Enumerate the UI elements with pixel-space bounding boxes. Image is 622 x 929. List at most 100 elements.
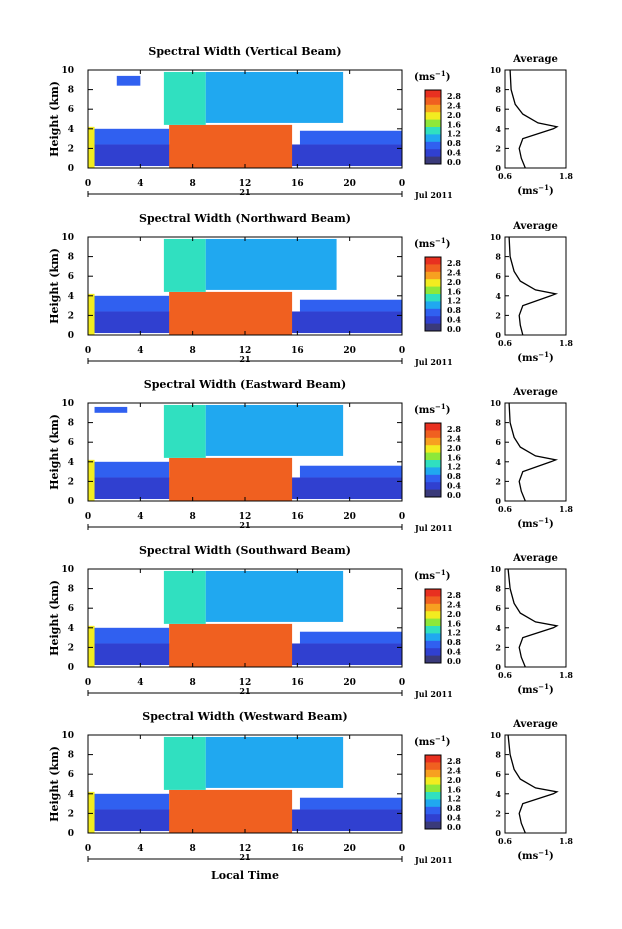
colorbar-tick-label: 2.4	[447, 599, 461, 609]
average-x-tick-label: 1.8	[559, 338, 573, 348]
x-tick-label: 8	[190, 179, 196, 189]
average-y-tick-label: 10	[490, 564, 502, 574]
average-title: Average	[512, 719, 558, 730]
month-label: Jul 2011	[414, 190, 453, 200]
colorbar-unit-main: (ms	[414, 737, 435, 748]
y-axis-label: Height (km)	[48, 746, 61, 822]
y-tick-label: 10	[61, 731, 74, 741]
x-tick-label: 16	[291, 512, 304, 522]
x-tick-label: 4	[137, 512, 143, 522]
colorbar-swatch	[425, 489, 441, 498]
colorbar-tick-label: 2.4	[447, 100, 461, 110]
colorbar-swatch	[425, 90, 441, 98]
average-frame	[504, 69, 567, 169]
average-profile-line	[508, 236, 559, 336]
y-tick-label: 4	[68, 624, 74, 634]
average-y-tick-label: 0	[495, 662, 501, 672]
heatmap-cell	[88, 459, 95, 501]
colorbar-unit-exp: −1	[435, 402, 446, 411]
average-x-tick-label: 0.6	[498, 670, 512, 680]
colorbar-swatch	[425, 301, 441, 310]
colorbar-tick-label: 0.4	[447, 813, 461, 823]
heatmap-cell	[88, 625, 95, 667]
x-tick-label: 16	[291, 844, 304, 854]
colorbar-tick-label: 0.8	[447, 637, 461, 647]
colorbar-swatch	[425, 633, 441, 642]
panel-title: Spectral Width (Southward Beam)	[139, 544, 351, 557]
colorbar-unit: (ms−1)	[414, 236, 450, 250]
colorbar-swatch	[425, 119, 441, 128]
colorbar-unit-close: )	[446, 737, 451, 748]
heatmap-cell	[299, 130, 402, 145]
colorbar-unit-exp: −1	[435, 734, 446, 743]
y-tick-label: 6	[68, 604, 74, 614]
colorbar-tick-label: 0.0	[447, 822, 461, 832]
panel-5: Spectral Width (Westward Beam)0246810Hei…	[48, 710, 573, 865]
heatmap-cell	[205, 404, 344, 456]
heatmap-cell	[163, 238, 206, 292]
x-axis-label: Local Time	[211, 869, 279, 882]
colorbar-tick-label: 2.8	[447, 590, 461, 600]
average-x-tick-label: 1.8	[559, 171, 573, 181]
day-label: 21	[239, 520, 250, 530]
colorbar-swatch	[425, 279, 441, 288]
x-tick-label: 0	[85, 844, 91, 854]
colorbar-swatch	[425, 141, 441, 150]
colorbar-tick-label: 1.2	[447, 794, 461, 804]
average-y-tick-label: 0	[495, 496, 501, 506]
heatmap-cell	[88, 293, 95, 335]
average-x-tick-label: 0.6	[498, 171, 512, 181]
colorbar-tick-label: 0.8	[447, 803, 461, 813]
x-tick-label: 8	[190, 678, 196, 688]
colorbar-tick-label: 2.0	[447, 277, 461, 287]
average-y-tick-label: 8	[495, 584, 501, 594]
day-label: 21	[239, 686, 250, 696]
colorbar-tick-label: 2.8	[447, 756, 461, 766]
x-tick-label: 20	[343, 346, 356, 356]
average-x-tick-label: 0.6	[498, 504, 512, 514]
average-y-tick-label: 6	[495, 603, 501, 613]
y-axis-label: Height (km)	[48, 248, 61, 324]
colorbar-tick-label: 2.8	[447, 91, 461, 101]
x-tick-label: 4	[137, 678, 143, 688]
x-tick-label: 12	[239, 346, 252, 356]
colorbar-swatch	[425, 286, 441, 295]
average-x-label-close: )	[549, 851, 554, 862]
y-tick-label: 2	[68, 643, 74, 653]
colorbar-tick-label: 1.2	[447, 462, 461, 472]
colorbar-swatch	[425, 323, 441, 332]
average-x-tick-label: 1.8	[559, 836, 573, 846]
month-label: Jul 2011	[414, 357, 453, 367]
x-tick-label: 8	[190, 346, 196, 356]
colorbar-swatch	[425, 589, 441, 597]
panel-3: Spectral Width (Eastward Beam)0246810Hei…	[48, 378, 573, 533]
x-tick-label: 12	[239, 179, 252, 189]
colorbar-swatch	[425, 430, 441, 439]
colorbar-tick-label: 0.4	[447, 481, 461, 491]
average-x-label-main: (ms	[517, 353, 538, 364]
y-axis-label: Height (km)	[48, 414, 61, 490]
y-tick-label: 0	[68, 829, 74, 839]
colorbar-swatch	[425, 655, 441, 664]
heatmap-cell	[169, 457, 293, 501]
average-profile-line	[509, 69, 559, 169]
panel-title: Spectral Width (Vertical Beam)	[148, 45, 341, 58]
heatmap-cell	[88, 627, 170, 644]
month-label: Jul 2011	[414, 689, 453, 699]
y-tick-label: 0	[68, 164, 74, 174]
average-y-tick-label: 8	[495, 85, 501, 95]
average-y-tick-label: 10	[490, 232, 502, 242]
x-tick-label: 0	[399, 512, 405, 522]
x-tick-label: 16	[291, 179, 304, 189]
heatmap-cell	[299, 299, 402, 312]
colorbar-tick-label: 1.2	[447, 628, 461, 638]
colorbar-unit-main: (ms	[414, 571, 435, 582]
heatmap-cell	[169, 789, 293, 833]
average-x-label: (ms−1)	[517, 848, 553, 862]
average-y-tick-label: 8	[495, 418, 501, 428]
average-y-tick-label: 4	[495, 789, 501, 799]
colorbar-tick-label: 1.6	[447, 452, 461, 462]
colorbar-swatch	[425, 799, 441, 808]
colorbar-unit-exp: −1	[435, 568, 446, 577]
colorbar-swatch	[425, 596, 441, 605]
